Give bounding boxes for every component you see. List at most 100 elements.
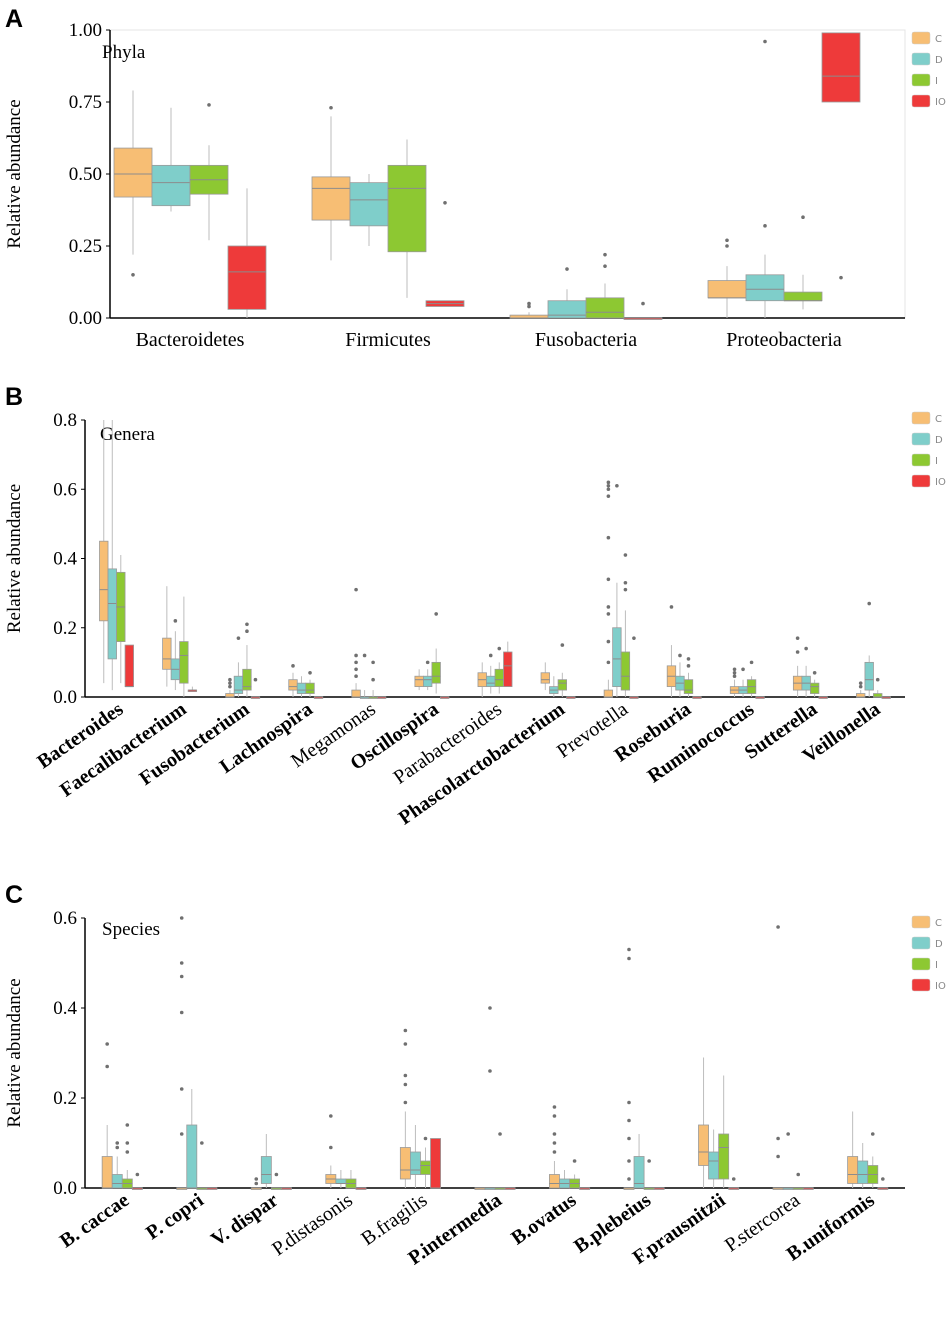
outlier-point	[870, 1132, 875, 1136]
outlier-point	[606, 483, 611, 488]
outlier-point	[606, 639, 611, 644]
outlier-point	[623, 587, 628, 592]
box-D	[633, 1156, 645, 1189]
outlier-point	[329, 1114, 333, 1118]
y-tick-label: 0.25	[69, 236, 102, 257]
outlier-point	[245, 629, 249, 634]
box-IO	[227, 245, 267, 310]
box-C	[399, 1147, 411, 1180]
y-tick-label: 0.4	[53, 549, 77, 570]
box-C	[707, 280, 747, 299]
outlier-point	[565, 267, 569, 271]
outlier-point	[425, 660, 430, 665]
legend-swatch-I	[911, 453, 931, 467]
outlier-point	[763, 224, 767, 228]
outlier-point	[627, 956, 631, 961]
outlier-point	[105, 1042, 109, 1046]
outlier-point	[552, 1150, 557, 1154]
outlier-point	[839, 275, 843, 280]
y-tick-label: 0.0	[53, 1178, 77, 1199]
panel-label: A	[5, 5, 23, 33]
outlier-point	[741, 667, 745, 672]
outlier-point	[371, 677, 375, 682]
outlier-point	[641, 301, 645, 306]
outlier-point	[603, 264, 607, 268]
box-I	[783, 291, 823, 302]
box-C	[414, 675, 424, 688]
outlier-point	[403, 1028, 408, 1033]
box-D	[335, 1178, 347, 1184]
outlier-point	[678, 653, 682, 658]
panel-title: Phyla	[102, 42, 146, 63]
outlier-point	[200, 1141, 204, 1145]
outlier-point	[179, 961, 184, 965]
legend-label: D	[935, 435, 943, 446]
outlier-point	[881, 1177, 885, 1181]
legend-swatch-IO	[911, 978, 931, 992]
y-tick-label: 0.4	[53, 998, 77, 1019]
y-tick-label: 1.00	[69, 20, 102, 41]
outlier-point	[763, 39, 767, 44]
legend-swatch-I	[911, 957, 931, 971]
outlier-point	[627, 1136, 631, 1141]
outlier-point	[179, 916, 184, 920]
outlier-point	[115, 1145, 120, 1150]
box-I	[494, 668, 504, 688]
legend-label: C	[935, 414, 942, 425]
box-D	[864, 661, 874, 691]
outlier-point	[606, 487, 611, 492]
box-I	[387, 164, 427, 253]
outlier-point	[403, 1073, 408, 1078]
outlier-point	[795, 650, 800, 654]
legend-swatch-I	[911, 73, 931, 87]
y-axis-label: Relative abundance	[4, 484, 25, 633]
outlier-point	[669, 605, 674, 609]
y-tick-label: 0.6	[53, 908, 77, 929]
outlier-point	[125, 1141, 130, 1145]
outlier-point	[552, 1105, 557, 1109]
outlier-point	[179, 1087, 184, 1091]
outlier-point	[776, 1154, 780, 1159]
outlier-point	[443, 201, 447, 205]
panel-title: Genera	[100, 424, 155, 445]
outlier-point	[627, 1100, 631, 1105]
outlier-point	[795, 636, 800, 640]
box-I	[718, 1133, 730, 1180]
panel-label: B	[5, 383, 23, 411]
box-IO	[124, 644, 134, 688]
y-axis-label: Relative abundance	[4, 99, 25, 248]
outlier-point	[403, 1042, 408, 1046]
box-D	[111, 1174, 123, 1189]
outlier-point	[647, 1159, 651, 1163]
outlier-point	[403, 1082, 408, 1087]
x-category-label: Bacteroidetes	[136, 329, 245, 351]
outlier-point	[804, 646, 808, 651]
outlier-point	[606, 605, 611, 609]
outlier-point	[552, 1132, 557, 1136]
box-IO	[821, 32, 861, 103]
legend-label: IO	[935, 97, 946, 108]
outlier-point	[254, 1177, 259, 1181]
x-category-label: Ruminococcus	[644, 698, 759, 788]
outlier-point	[615, 483, 619, 488]
legend-label: I	[935, 456, 938, 467]
box-C	[698, 1124, 709, 1166]
outlier-point	[732, 667, 737, 672]
outlier-point	[228, 681, 232, 685]
legend-swatch-D	[911, 432, 931, 446]
outlier-point	[362, 653, 367, 658]
box-I	[305, 682, 315, 694]
y-tick-label: 0.75	[69, 92, 102, 113]
legend-label: C	[935, 34, 942, 45]
outlier-point	[179, 974, 184, 979]
outlier-point	[776, 925, 780, 929]
box-I	[683, 679, 694, 694]
box-D	[409, 1151, 421, 1175]
box-C	[351, 689, 361, 698]
box-C	[540, 672, 550, 684]
outlier-point	[173, 619, 178, 623]
outlier-point	[725, 238, 729, 243]
outlier-point	[308, 670, 312, 675]
box-C	[113, 147, 153, 198]
